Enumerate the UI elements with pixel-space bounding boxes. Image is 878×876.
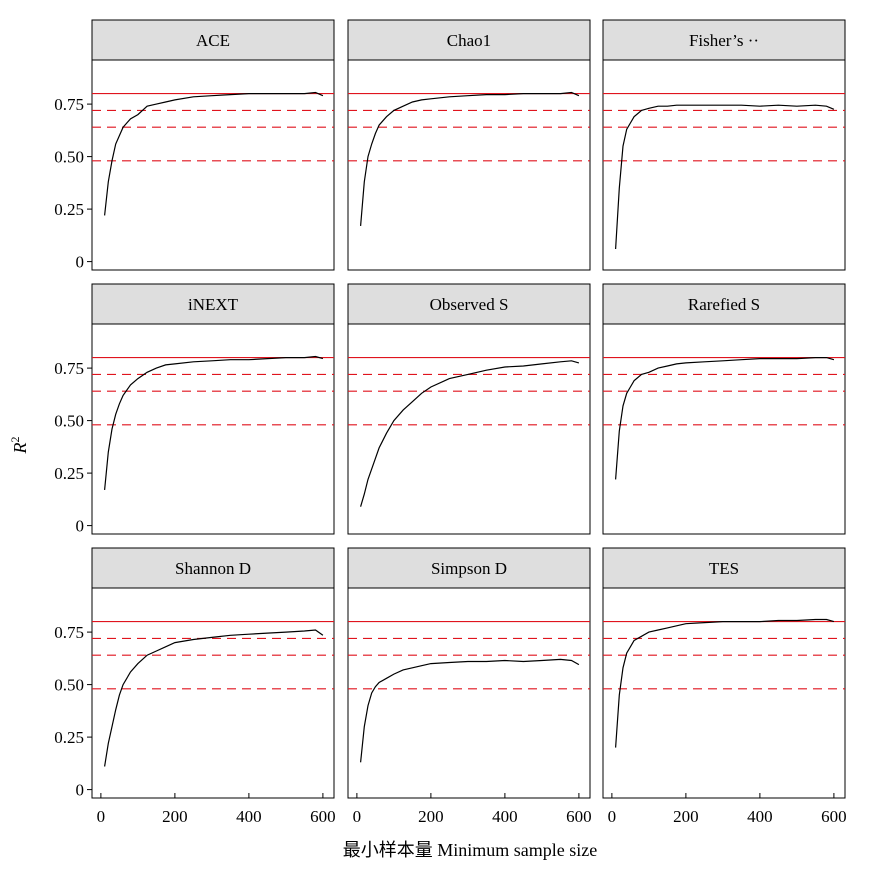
y-tick-label: 0.75 bbox=[54, 623, 84, 642]
series-line bbox=[360, 360, 580, 507]
facet-title: Observed S bbox=[430, 295, 509, 314]
facet-panel: Fisher’s ·· bbox=[602, 19, 846, 271]
facet-strip bbox=[347, 283, 591, 325]
plot-area bbox=[91, 587, 335, 799]
facet-strip bbox=[602, 547, 846, 589]
y-tick-label: 0.50 bbox=[54, 148, 84, 167]
series-line bbox=[104, 629, 324, 767]
facet-title: TES bbox=[709, 559, 739, 578]
facet-title: Shannon D bbox=[175, 559, 251, 578]
y-tick-label: 0 bbox=[76, 781, 85, 800]
plot-area bbox=[347, 587, 591, 799]
x-tick-label: 0 bbox=[608, 807, 617, 826]
x-tick-label: 600 bbox=[566, 807, 592, 826]
facet-strip bbox=[602, 283, 846, 325]
y-axis-label: R2 bbox=[8, 437, 30, 455]
y-tick-label: 0.75 bbox=[54, 359, 84, 378]
series-line bbox=[615, 618, 835, 748]
plot-area bbox=[347, 323, 591, 535]
x-tick-label: 200 bbox=[673, 807, 699, 826]
facet-title: Rarefied S bbox=[688, 295, 760, 314]
y-tick-label: 0.25 bbox=[54, 464, 84, 483]
facet-panel: Simpson D 0 200 400 600 bbox=[347, 547, 592, 826]
facet-panel: Shannon D 0 0.25 0.50 0.75 0 200 400 600 bbox=[54, 547, 336, 826]
x-axis-label: 最小样本量 Minimum sample size bbox=[343, 840, 597, 860]
facet-panel: Rarefied S bbox=[602, 283, 846, 535]
facet-strip bbox=[91, 19, 335, 61]
facet-panel: iNEXT 0 0.25 0.50 0.75 bbox=[54, 283, 335, 536]
facet-panel: TES 0 200 400 600 bbox=[602, 547, 847, 826]
facet-title: Chao1 bbox=[447, 31, 491, 50]
y-tick-label: 0.75 bbox=[54, 95, 84, 114]
x-tick-label: 400 bbox=[492, 807, 518, 826]
plot-area bbox=[91, 59, 335, 271]
x-tick-label: 200 bbox=[418, 807, 444, 826]
plot-area bbox=[347, 59, 591, 271]
x-tick-label: 600 bbox=[821, 807, 847, 826]
facet-panel: Chao1 bbox=[347, 19, 591, 271]
facet-title: ACE bbox=[196, 31, 230, 50]
facet-panel: Observed S bbox=[347, 283, 591, 535]
x-tick-label: 0 bbox=[97, 807, 106, 826]
facet-strip bbox=[347, 19, 591, 61]
x-tick-label: 400 bbox=[747, 807, 773, 826]
y-axis-label-superscript: 2 bbox=[8, 437, 22, 443]
facet-strip bbox=[347, 547, 591, 589]
facet-strip bbox=[91, 547, 335, 589]
y-axis-label-base: R bbox=[10, 443, 30, 455]
series-line bbox=[104, 91, 324, 216]
y-tick-label: 0.50 bbox=[54, 676, 84, 695]
y-tick-label: 0.25 bbox=[54, 728, 84, 747]
facet-strip bbox=[91, 283, 335, 325]
facet-title: iNEXT bbox=[188, 295, 239, 314]
series-line bbox=[360, 658, 580, 763]
x-tick-label: 200 bbox=[162, 807, 188, 826]
plot-area bbox=[602, 59, 846, 271]
y-tick-label: 0.25 bbox=[54, 200, 84, 219]
y-tick-label: 0 bbox=[76, 253, 85, 272]
x-tick-label: 0 bbox=[353, 807, 362, 826]
y-tick-label: 0 bbox=[76, 517, 85, 536]
plot-area bbox=[91, 323, 335, 535]
facet-strip bbox=[602, 19, 846, 61]
series-line bbox=[615, 104, 835, 250]
facet-panel: ACE 0 0.25 0.50 0.75 bbox=[54, 19, 335, 272]
series-line bbox=[104, 355, 324, 490]
x-tick-label: 400 bbox=[236, 807, 262, 826]
y-tick-label: 0.50 bbox=[54, 412, 84, 431]
facet-title: Simpson D bbox=[431, 559, 507, 578]
plot-area bbox=[602, 587, 846, 799]
facet-title: Fisher’s ·· bbox=[689, 31, 759, 50]
series-line bbox=[360, 91, 580, 226]
series-line bbox=[615, 357, 835, 480]
x-tick-label: 600 bbox=[310, 807, 336, 826]
plot-area bbox=[602, 323, 846, 535]
